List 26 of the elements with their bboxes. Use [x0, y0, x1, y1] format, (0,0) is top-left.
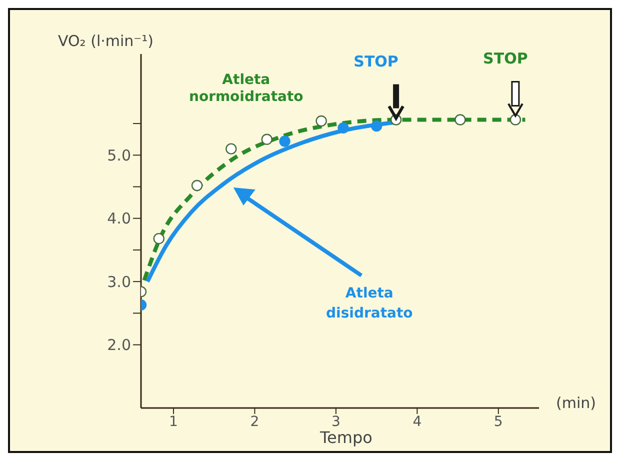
x-tick-label: 4 — [412, 414, 422, 430]
text: (min) — [556, 394, 596, 412]
text: Atleta disidratato — [326, 285, 414, 322]
point — [316, 115, 327, 127]
y-tick-label: 4.0 — [107, 210, 131, 228]
y-axis-title: VO₂ (l·min⁻¹) — [58, 32, 154, 50]
point — [226, 143, 237, 154]
point — [153, 232, 164, 244]
x-tick-label: 3 — [331, 414, 340, 430]
point — [338, 122, 349, 134]
x-axis-title: Tempo — [320, 428, 372, 447]
y-tick-label: 2.0 — [107, 336, 131, 354]
point — [454, 114, 466, 126]
point — [510, 114, 522, 126]
annotation: STOP — [354, 52, 398, 70]
series-label: Atleta normoidratato — [188, 72, 304, 106]
y-tick-label: 5.0 — [107, 146, 131, 164]
point — [261, 134, 272, 145]
point — [191, 180, 203, 192]
x-tick-label: 2 — [250, 414, 260, 430]
x-tick-label: 1 — [169, 414, 178, 430]
point — [279, 136, 290, 147]
annotation: STOP — [483, 50, 528, 68]
x-tick-label: 5 — [494, 414, 503, 430]
point — [370, 120, 382, 132]
y-tick-label: 3.0 — [107, 272, 131, 291]
